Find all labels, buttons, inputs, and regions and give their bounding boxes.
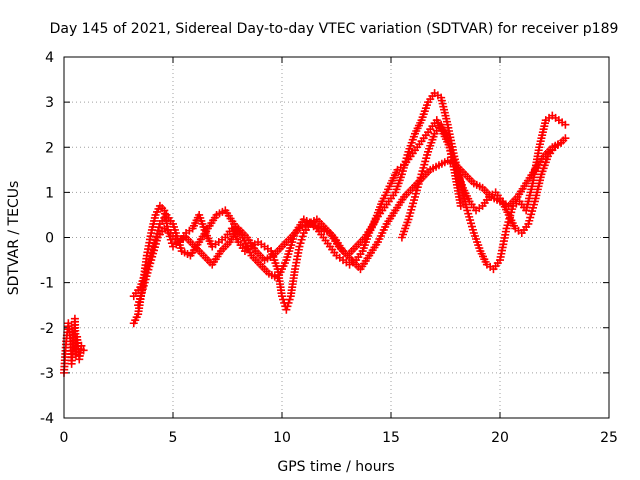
x-tick-labels: 0 5 10 15 20 25	[60, 430, 618, 446]
point-trace-a	[561, 120, 570, 129]
point-early	[77, 341, 86, 350]
y-tick-label: 1	[45, 185, 54, 201]
y-tick-label: 0	[45, 231, 54, 247]
point-trace-b	[561, 134, 570, 143]
y-tick-label: 2	[45, 140, 54, 156]
data-points	[60, 89, 570, 377]
point-early	[79, 346, 88, 355]
y-tick-label: -2	[40, 321, 54, 337]
x-axis-label: GPS time / hours	[277, 459, 394, 475]
chart-title: Day 145 of 2021, Sidereal Day-to-day VTE…	[50, 21, 619, 37]
y-tick-label: -4	[40, 411, 54, 427]
point-trace-d	[456, 201, 465, 210]
y-tick-label: -3	[40, 366, 54, 382]
x-tick-label: 20	[491, 430, 509, 446]
x-tick-label: 15	[382, 430, 400, 446]
y-tick-label: 4	[45, 50, 54, 66]
x-tick-label: 0	[60, 430, 69, 446]
point-trace-c	[557, 138, 566, 147]
y-axis-label: SDTVAR / TECUs	[6, 181, 22, 296]
y-tick-label: 3	[45, 95, 54, 111]
plot-frame	[63, 56, 610, 419]
y-tick-labels: -4 -3 -2 -1 0 1 2 3 4	[40, 50, 54, 427]
x-tick-label: 5	[169, 430, 178, 446]
x-tick-label: 25	[600, 430, 618, 446]
x-tick-label: 10	[273, 430, 291, 446]
y-tick-label: -1	[40, 276, 54, 292]
